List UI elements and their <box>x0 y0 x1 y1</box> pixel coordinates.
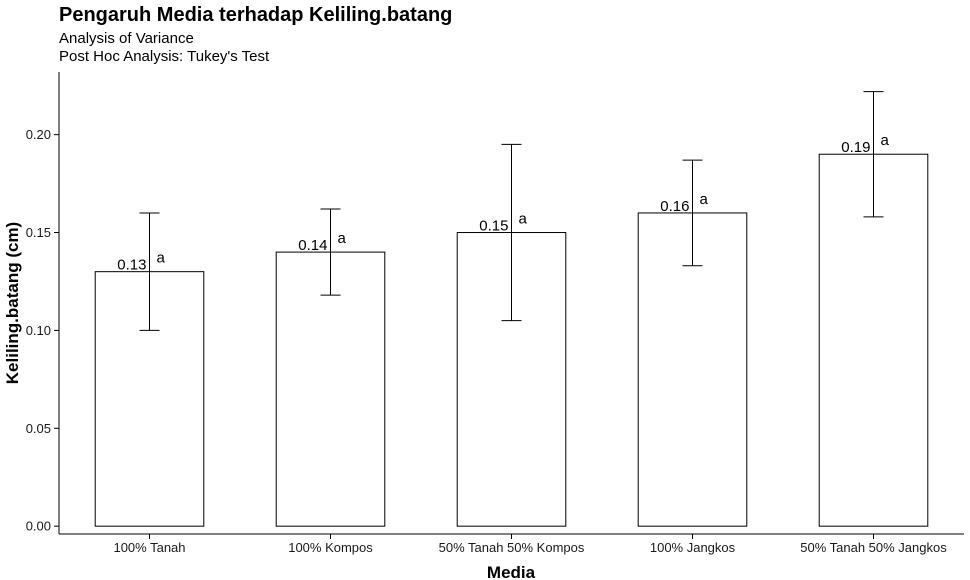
x-tick-label: 100% Jangkos <box>650 540 736 555</box>
y-axis-title: Keliling.batang (cm) <box>3 222 22 384</box>
bar <box>275 251 386 527</box>
significance-letter: a <box>881 132 890 149</box>
bars-layer <box>94 153 929 527</box>
y-ticks-layer: 0.00 0.05 0.10 0.15 0.20 <box>26 127 59 534</box>
significance-letter: a <box>700 191 709 208</box>
x-tick-label: 50% Tanah 50% Kompos <box>439 540 585 555</box>
x-tick-label: 100% Tanah <box>113 540 185 555</box>
chart-subtitle-line-1: Analysis of Variance <box>59 30 194 47</box>
y-tick-label: 0.15 <box>26 225 51 240</box>
bar-value-label: 0.14 <box>298 237 327 254</box>
x-axis-title: Media <box>487 563 536 580</box>
chart-title: Pengaruh Media terhadap Keliling.batang <box>59 4 453 26</box>
bar-value-label: 0.16 <box>660 198 689 215</box>
significance-letter: a <box>519 211 528 228</box>
bar-value-label: 0.19 <box>841 139 870 156</box>
y-tick-label: 0.05 <box>26 421 51 436</box>
y-tick-label: 0.20 <box>26 127 51 142</box>
value-labels-layer: 0.13 a 0.14 a 0.15 a 0.16 a 0.19 a <box>117 132 889 273</box>
error-bars-layer <box>139 91 884 331</box>
chart-subtitle-line-2: Post Hoc Analysis: Tukey's Test <box>59 48 270 65</box>
y-tick-label: 0.00 <box>26 519 51 534</box>
x-ticks-layer: 100% Tanah 100% Kompos 50% Tanah 50% Kompo… <box>113 534 947 555</box>
significance-letter: a <box>157 250 166 267</box>
x-tick-label: 50% Tanah 50% Jangkos <box>800 540 947 555</box>
bar-value-label: 0.13 <box>117 257 146 274</box>
significance-letter: a <box>338 230 347 247</box>
bar-value-label: 0.15 <box>479 218 508 235</box>
y-tick-label: 0.10 <box>26 323 51 338</box>
x-tick-label: 100% Kompos <box>288 540 373 555</box>
